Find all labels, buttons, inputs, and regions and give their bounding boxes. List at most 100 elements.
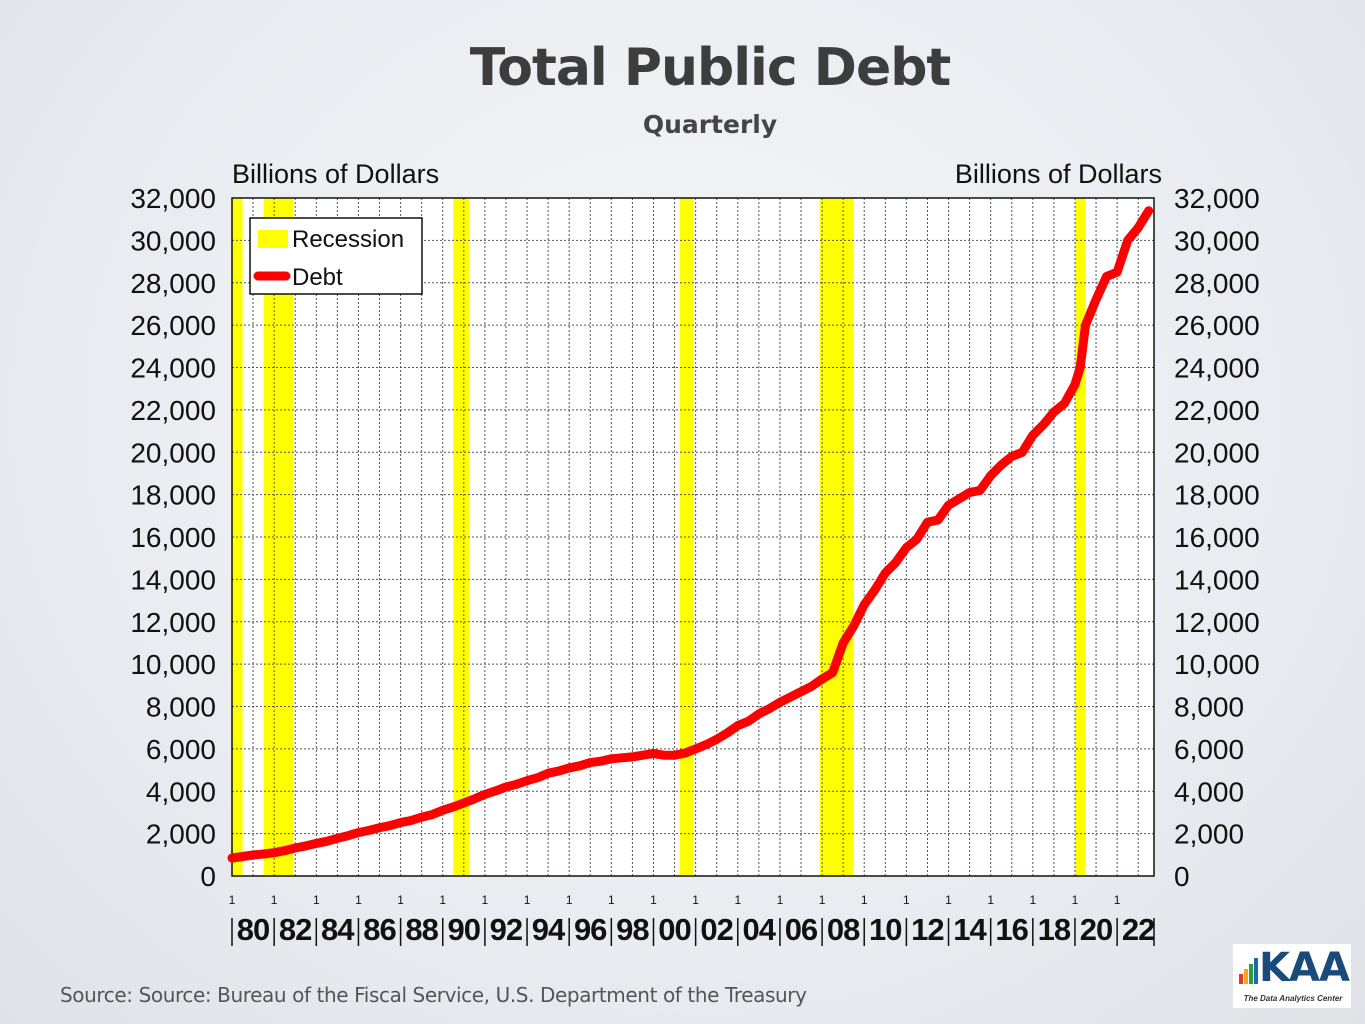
x-minor-tick-label: 1 bbox=[397, 893, 404, 907]
x-tick-label: 92 bbox=[490, 912, 522, 947]
x-tick-label: 18 bbox=[1038, 912, 1071, 947]
y-tick-label-right: 10,000 bbox=[1174, 649, 1260, 680]
debt-point bbox=[714, 737, 719, 742]
x-tick-label: 20 bbox=[1080, 912, 1112, 947]
debt-point bbox=[1072, 382, 1077, 387]
debt-point bbox=[272, 850, 277, 855]
y-tick-label-left: 10,000 bbox=[130, 649, 216, 680]
debt-point bbox=[1146, 208, 1151, 213]
x-tick-label: 02 bbox=[700, 912, 732, 947]
debt-point bbox=[451, 804, 456, 809]
debt-point bbox=[683, 751, 688, 756]
x-minor-tick-label: 1 bbox=[903, 893, 910, 907]
debt-point bbox=[1083, 323, 1088, 328]
debt-point bbox=[293, 846, 298, 851]
y-tick-label-left: 22,000 bbox=[130, 395, 216, 426]
kaa-logo: KAA The Data Analytics Center bbox=[1233, 944, 1351, 1008]
y-tick-label-left: 12,000 bbox=[130, 607, 216, 638]
debt-point bbox=[1062, 401, 1067, 406]
debt-point bbox=[1078, 365, 1083, 370]
debt-point bbox=[503, 785, 508, 790]
y-tick-label-right: 18,000 bbox=[1174, 480, 1260, 511]
y-tick-label-left: 2,000 bbox=[146, 819, 216, 850]
x-tick-label: 94 bbox=[532, 912, 566, 947]
debt-point bbox=[1009, 454, 1014, 459]
debt-point bbox=[261, 851, 266, 856]
x-tick-label: 10 bbox=[869, 912, 901, 947]
y-tick-label-left: 20,000 bbox=[130, 437, 216, 468]
y-tick-label-right: 0 bbox=[1174, 861, 1190, 892]
debt-point bbox=[883, 571, 888, 576]
y-tick-label-right: 14,000 bbox=[1174, 564, 1260, 595]
debt-point bbox=[651, 751, 656, 756]
debt-point bbox=[978, 488, 983, 493]
x-minor-tick-label: 1 bbox=[229, 893, 236, 907]
x-minor-tick-label: 1 bbox=[439, 893, 446, 907]
y-tick-label-right: 20,000 bbox=[1174, 437, 1260, 468]
x-minor-tick-label: 1 bbox=[524, 893, 531, 907]
x-minor-tick-label: 1 bbox=[734, 893, 741, 907]
debt-point bbox=[799, 689, 804, 694]
debt-point bbox=[546, 771, 551, 776]
debt-point bbox=[461, 800, 466, 805]
y-tick-label-right: 6,000 bbox=[1174, 734, 1244, 765]
x-tick-label: 04 bbox=[743, 912, 777, 947]
legend-swatch-recession bbox=[258, 230, 288, 248]
x-tick-label: 82 bbox=[279, 912, 311, 947]
debt-point bbox=[830, 670, 835, 675]
logo-bar bbox=[1244, 969, 1248, 984]
debt-point bbox=[1125, 238, 1130, 243]
x-minor-tick-label: 1 bbox=[777, 893, 784, 907]
debt-point bbox=[893, 560, 898, 565]
x-tick-label: 96 bbox=[574, 912, 607, 947]
x-tick-label: 00 bbox=[658, 912, 690, 947]
debt-point bbox=[925, 520, 930, 525]
debt-point bbox=[1104, 274, 1109, 279]
y-tick-label-right: 16,000 bbox=[1174, 522, 1260, 553]
x-minor-tick-label: 1 bbox=[861, 893, 868, 907]
debt-point bbox=[251, 853, 256, 858]
debt-point bbox=[324, 839, 329, 844]
debt-point bbox=[588, 760, 593, 765]
y-tick-label-left: 32,000 bbox=[130, 183, 216, 214]
debt-point bbox=[482, 792, 487, 797]
x-tick-label: 08 bbox=[827, 912, 860, 947]
debt-point bbox=[535, 775, 540, 780]
debt-point bbox=[788, 694, 793, 699]
debt-point bbox=[409, 818, 414, 823]
x-minor-tick-label: 1 bbox=[271, 893, 278, 907]
debt-point bbox=[356, 830, 361, 835]
x-minor-tick-label: 1 bbox=[608, 893, 615, 907]
y-tick-label-right: 12,000 bbox=[1174, 607, 1260, 638]
debt-point bbox=[1020, 450, 1025, 455]
debt-point bbox=[282, 848, 287, 853]
debt-point bbox=[862, 602, 867, 607]
y-tick-label-right: 8,000 bbox=[1174, 692, 1244, 723]
y-tick-label-left: 30,000 bbox=[130, 225, 216, 256]
x-minor-tick-label: 1 bbox=[650, 893, 657, 907]
legend-label-recession: Recession bbox=[292, 226, 404, 253]
debt-point bbox=[1094, 297, 1099, 302]
source-note: Source: Source: Bureau of the Fiscal Ser… bbox=[60, 983, 807, 1007]
x-tick-label: 12 bbox=[911, 912, 943, 947]
y-tick-label-right: 26,000 bbox=[1174, 310, 1260, 341]
x-tick-label: 16 bbox=[995, 912, 1028, 947]
debt-point bbox=[735, 723, 740, 728]
debt-point bbox=[577, 763, 582, 768]
chart-title: Total Public Debt bbox=[469, 38, 952, 98]
x-tick-label: 98 bbox=[616, 912, 649, 947]
debt-point bbox=[430, 812, 435, 817]
legend-label-debt: Debt bbox=[292, 264, 343, 291]
debt-point bbox=[746, 719, 751, 724]
y-tick-label-right: 24,000 bbox=[1174, 353, 1260, 384]
x-tick-label: 06 bbox=[785, 912, 818, 947]
logo-bar bbox=[1239, 974, 1243, 984]
debt-point bbox=[914, 537, 919, 542]
y-tick-label-left: 18,000 bbox=[130, 480, 216, 511]
y-tick-label-right: 22,000 bbox=[1174, 395, 1260, 426]
debt-point bbox=[567, 765, 572, 770]
debt-point bbox=[1030, 433, 1035, 438]
debt-point bbox=[493, 789, 498, 794]
debt-point bbox=[1041, 422, 1046, 427]
plot-frame bbox=[231, 197, 1155, 877]
